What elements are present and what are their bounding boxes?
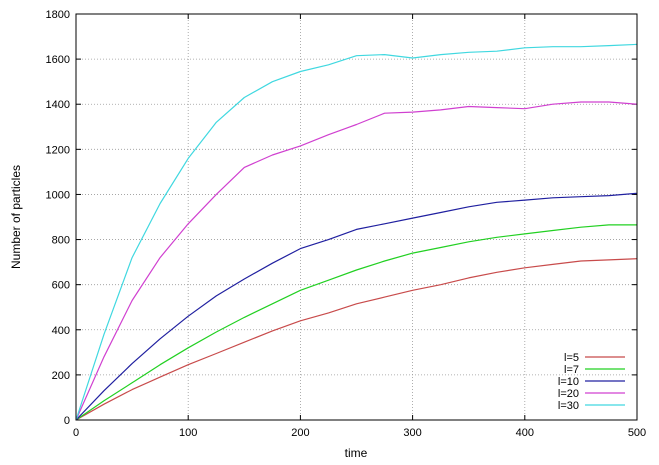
x-tick-label: 300 bbox=[403, 427, 421, 439]
y-tick-label: 1000 bbox=[46, 189, 70, 201]
plot-frame bbox=[75, 13, 638, 421]
x-tick-label: 100 bbox=[179, 427, 197, 439]
legend: l=5l=7l=10l=20l=30 bbox=[558, 352, 625, 412]
y-tick-label: 600 bbox=[52, 280, 70, 292]
series-line-1 bbox=[75, 258, 638, 421]
legend-label: l=7 bbox=[564, 364, 579, 376]
series-line-4 bbox=[75, 101, 638, 421]
x-tick-label: 500 bbox=[628, 427, 646, 439]
y-tick-label: 1400 bbox=[46, 99, 70, 111]
legend-label: l=5 bbox=[564, 352, 579, 364]
legend-label: l=30 bbox=[558, 400, 579, 412]
y-axis-title: Number of particles bbox=[9, 165, 23, 269]
x-axis-title: time bbox=[345, 446, 368, 460]
x-tick-label: 200 bbox=[291, 427, 309, 439]
axis-ticks: 0 100 200 300 400 500 0 200 400 600 800 1000 1200 140… bbox=[46, 9, 647, 439]
plot-area bbox=[76, 14, 637, 420]
y-tick-label: 1800 bbox=[46, 9, 70, 21]
y-tick-label: 400 bbox=[52, 325, 70, 337]
series-line-3 bbox=[75, 192, 638, 421]
grid-lines bbox=[76, 14, 637, 420]
x-tick-label: 400 bbox=[516, 427, 534, 439]
y-tick-label: 200 bbox=[52, 370, 70, 382]
series-lines bbox=[75, 43, 638, 421]
x-tick-label: 0 bbox=[73, 427, 79, 439]
y-tick-label: 1200 bbox=[46, 144, 70, 156]
y-tick-label: 0 bbox=[64, 415, 70, 427]
y-tick-label: 800 bbox=[52, 235, 70, 247]
legend-label: l=10 bbox=[558, 376, 579, 388]
legend-label: l=20 bbox=[558, 388, 579, 400]
series-line-5 bbox=[75, 43, 638, 421]
series-line-2 bbox=[75, 224, 637, 421]
y-tick-label: 1600 bbox=[46, 54, 70, 66]
